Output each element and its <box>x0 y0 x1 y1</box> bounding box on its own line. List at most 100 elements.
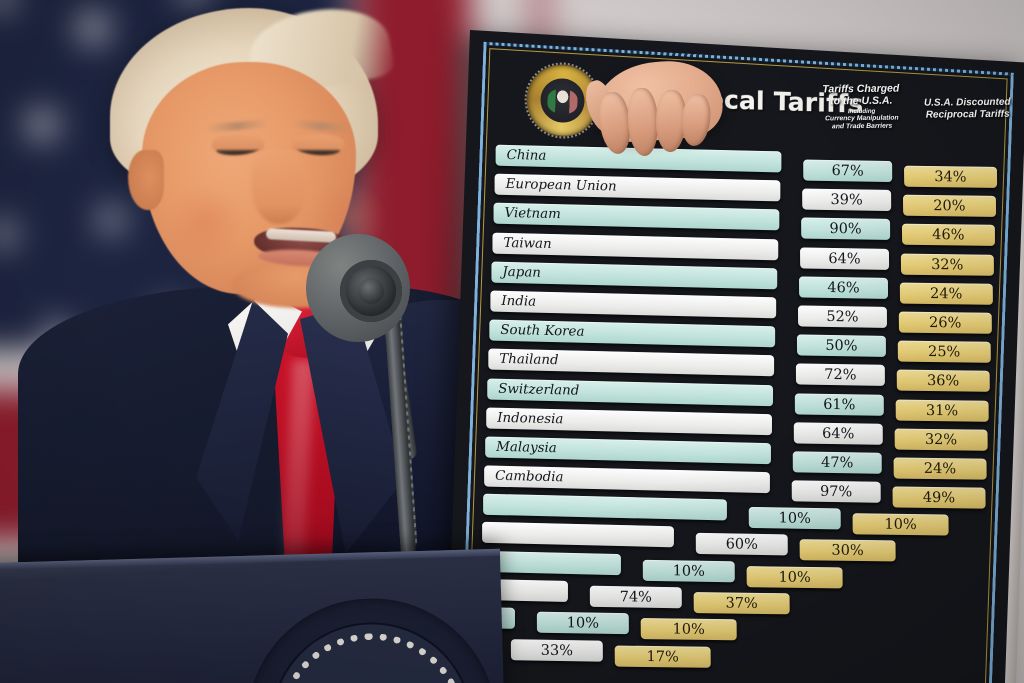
discounted-tariff-pill: 20% <box>903 194 997 218</box>
charged-tariff-pill: 64% <box>800 247 890 270</box>
charged-tariff-pill: 64% <box>794 422 884 445</box>
country-label: European Union <box>505 177 617 195</box>
charged-tariff-pill: 10% <box>748 507 841 530</box>
charged-tariff-value: 97% <box>820 483 853 500</box>
charged-tariff-pill: 47% <box>793 451 883 474</box>
ear <box>128 150 164 210</box>
charged-tariff-value: 50% <box>825 337 858 355</box>
discounted-tariff-pill: 32% <box>901 253 994 276</box>
column-header-usa-discounted: U.S.A. Discounted Reciprocal Tariffs <box>911 97 1024 122</box>
eagle-icon <box>547 88 578 115</box>
presidential-podium: PRESIDENTOFTHEUNITEDSTATES <box>0 548 504 683</box>
charged-tariff-value: 46% <box>827 279 860 296</box>
country-label: Vietnam <box>504 206 561 223</box>
charged-tariff-pill: 90% <box>801 217 891 241</box>
discounted-tariff-value: 30% <box>831 542 864 559</box>
country-label: Malaysia <box>496 439 557 457</box>
charged-tariff-pill: 52% <box>798 305 888 328</box>
charged-tariff-pill: 39% <box>802 188 892 212</box>
charged-tariff-pill: 10% <box>642 559 735 582</box>
charged-tariff-value: 67% <box>831 162 865 180</box>
board-content: Reciprocal Tariffs Tariffs Charged to th… <box>472 56 1011 683</box>
podium-presidential-seal-icon: PRESIDENTOFTHEUNITEDSTATES <box>243 594 501 683</box>
charged-tariff-value: 10% <box>778 510 811 527</box>
discounted-tariff-pill: 10% <box>640 618 737 641</box>
charged-tariff-value: 90% <box>829 220 863 238</box>
charged-tariff-value: 64% <box>822 425 855 442</box>
discounted-tariff-value: 20% <box>933 197 966 215</box>
discounted-tariff-pill: 49% <box>892 486 986 509</box>
reciprocal-tariffs-board: Reciprocal Tariffs Tariffs Charged to th… <box>446 30 1024 683</box>
discounted-tariff-pill: 37% <box>693 591 790 615</box>
flag-star-icon: ✶ <box>68 0 119 63</box>
discounted-tariff-value: 26% <box>929 314 962 331</box>
nose <box>252 150 306 224</box>
charged-tariff-value: 60% <box>725 536 758 553</box>
eyelid-right <box>292 134 344 150</box>
microphone-capsule <box>358 278 384 304</box>
charged-tariff-value: 74% <box>619 588 652 606</box>
tariff-rows: China 67% 34% European Union 39% 20% Vietnam 90… <box>473 139 998 683</box>
discounted-tariff-pill: 26% <box>899 311 992 334</box>
charged-tariff-value: 10% <box>672 562 705 579</box>
charged-tariff-value: 10% <box>566 614 600 632</box>
charged-tariff-value: 52% <box>826 308 859 325</box>
flag-star-icon: ✶ <box>174 0 213 14</box>
discounted-tariff-pill: 36% <box>896 369 990 393</box>
country-pill <box>481 550 621 575</box>
charged-tariff-pill: 61% <box>795 392 885 416</box>
header-line: and Trade Barriers <box>831 123 893 131</box>
charged-tariff-pill: 72% <box>796 363 886 387</box>
discounted-tariff-value: 24% <box>930 285 963 302</box>
discounted-tariff-value: 17% <box>646 648 679 666</box>
discounted-tariff-pill: 24% <box>900 282 993 305</box>
discounted-tariff-value: 25% <box>928 343 961 361</box>
discounted-tariff-value: 46% <box>932 226 965 244</box>
eyelid-left <box>212 134 264 150</box>
country-pill <box>483 493 727 521</box>
country-pill <box>482 522 674 548</box>
charged-tariff-value: 47% <box>821 454 854 471</box>
discounted-tariff-pill: 17% <box>614 645 711 668</box>
charged-tariff-pill: 60% <box>695 533 788 556</box>
country-label: India <box>501 293 537 310</box>
charged-tariff-pill: 50% <box>797 334 887 358</box>
discounted-tariff-value: 34% <box>934 168 967 186</box>
charged-tariff-pill: 97% <box>792 480 881 503</box>
charged-tariff-pill: 67% <box>803 159 893 183</box>
country-label: Cambodia <box>495 468 564 486</box>
discounted-tariff-value: 49% <box>923 489 956 506</box>
charged-tariff-value: 39% <box>830 191 864 209</box>
flag-star-icon: ✶ <box>0 209 23 261</box>
discounted-tariff-pill: 24% <box>893 457 987 480</box>
charged-tariff-value: 72% <box>824 366 857 384</box>
country-label: China <box>506 147 547 164</box>
discounted-tariff-pill: 46% <box>902 224 996 247</box>
discounted-tariff-value: 37% <box>725 594 758 612</box>
flag-star-icon: ✶ <box>0 0 21 22</box>
header-line: Reciprocal Tariffs <box>925 108 1010 121</box>
country-label: Japan <box>502 264 541 281</box>
country-label: Taiwan <box>503 235 552 252</box>
header-line: Tariffs Charged <box>822 82 900 96</box>
discounted-tariff-pill: 10% <box>746 565 843 589</box>
country-label: South Korea <box>500 322 585 340</box>
charged-tariff-pill: 46% <box>799 276 889 299</box>
country-label: Indonesia <box>497 410 564 428</box>
charged-tariff-pill: 74% <box>589 585 682 609</box>
charged-tariff-pill: 33% <box>510 639 603 662</box>
charged-tariff-value: 61% <box>823 395 856 413</box>
charged-tariff-value: 33% <box>540 642 573 659</box>
discounted-tariff-value: 10% <box>884 516 917 533</box>
charged-tariff-pill: 10% <box>536 611 629 635</box>
discounted-tariff-value: 36% <box>927 372 960 390</box>
discounted-tariff-value: 10% <box>778 568 811 586</box>
discounted-tariff-value: 31% <box>926 401 959 419</box>
header-line: to the U.S.A. <box>829 95 893 108</box>
flag-star-icon: ✶ <box>92 195 131 247</box>
cheek-left <box>168 188 242 260</box>
discounted-tariff-pill: 34% <box>904 165 998 188</box>
discounted-tariff-pill: 10% <box>852 513 949 536</box>
column-header-tariffs-charged: Tariffs Charged to the U.S.A. Including … <box>809 82 915 132</box>
